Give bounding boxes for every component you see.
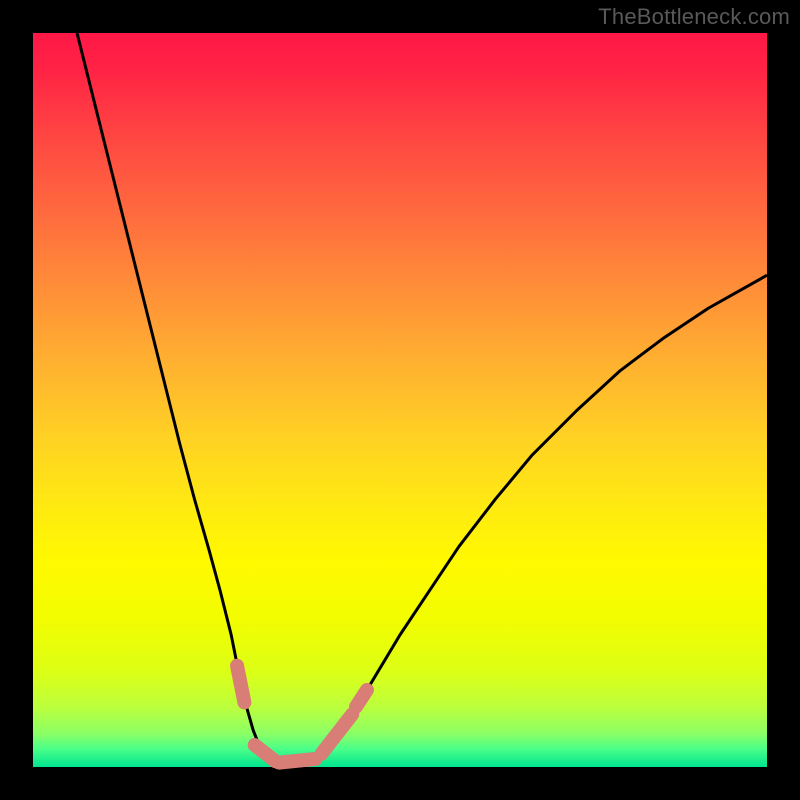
highlight-segment xyxy=(279,759,316,763)
watermark-text: TheBottleneck.com xyxy=(598,4,790,30)
highlight-segment xyxy=(237,666,244,703)
bottleneck-chart xyxy=(0,0,800,800)
gradient-background xyxy=(33,33,767,767)
highlight-segment xyxy=(356,690,367,707)
